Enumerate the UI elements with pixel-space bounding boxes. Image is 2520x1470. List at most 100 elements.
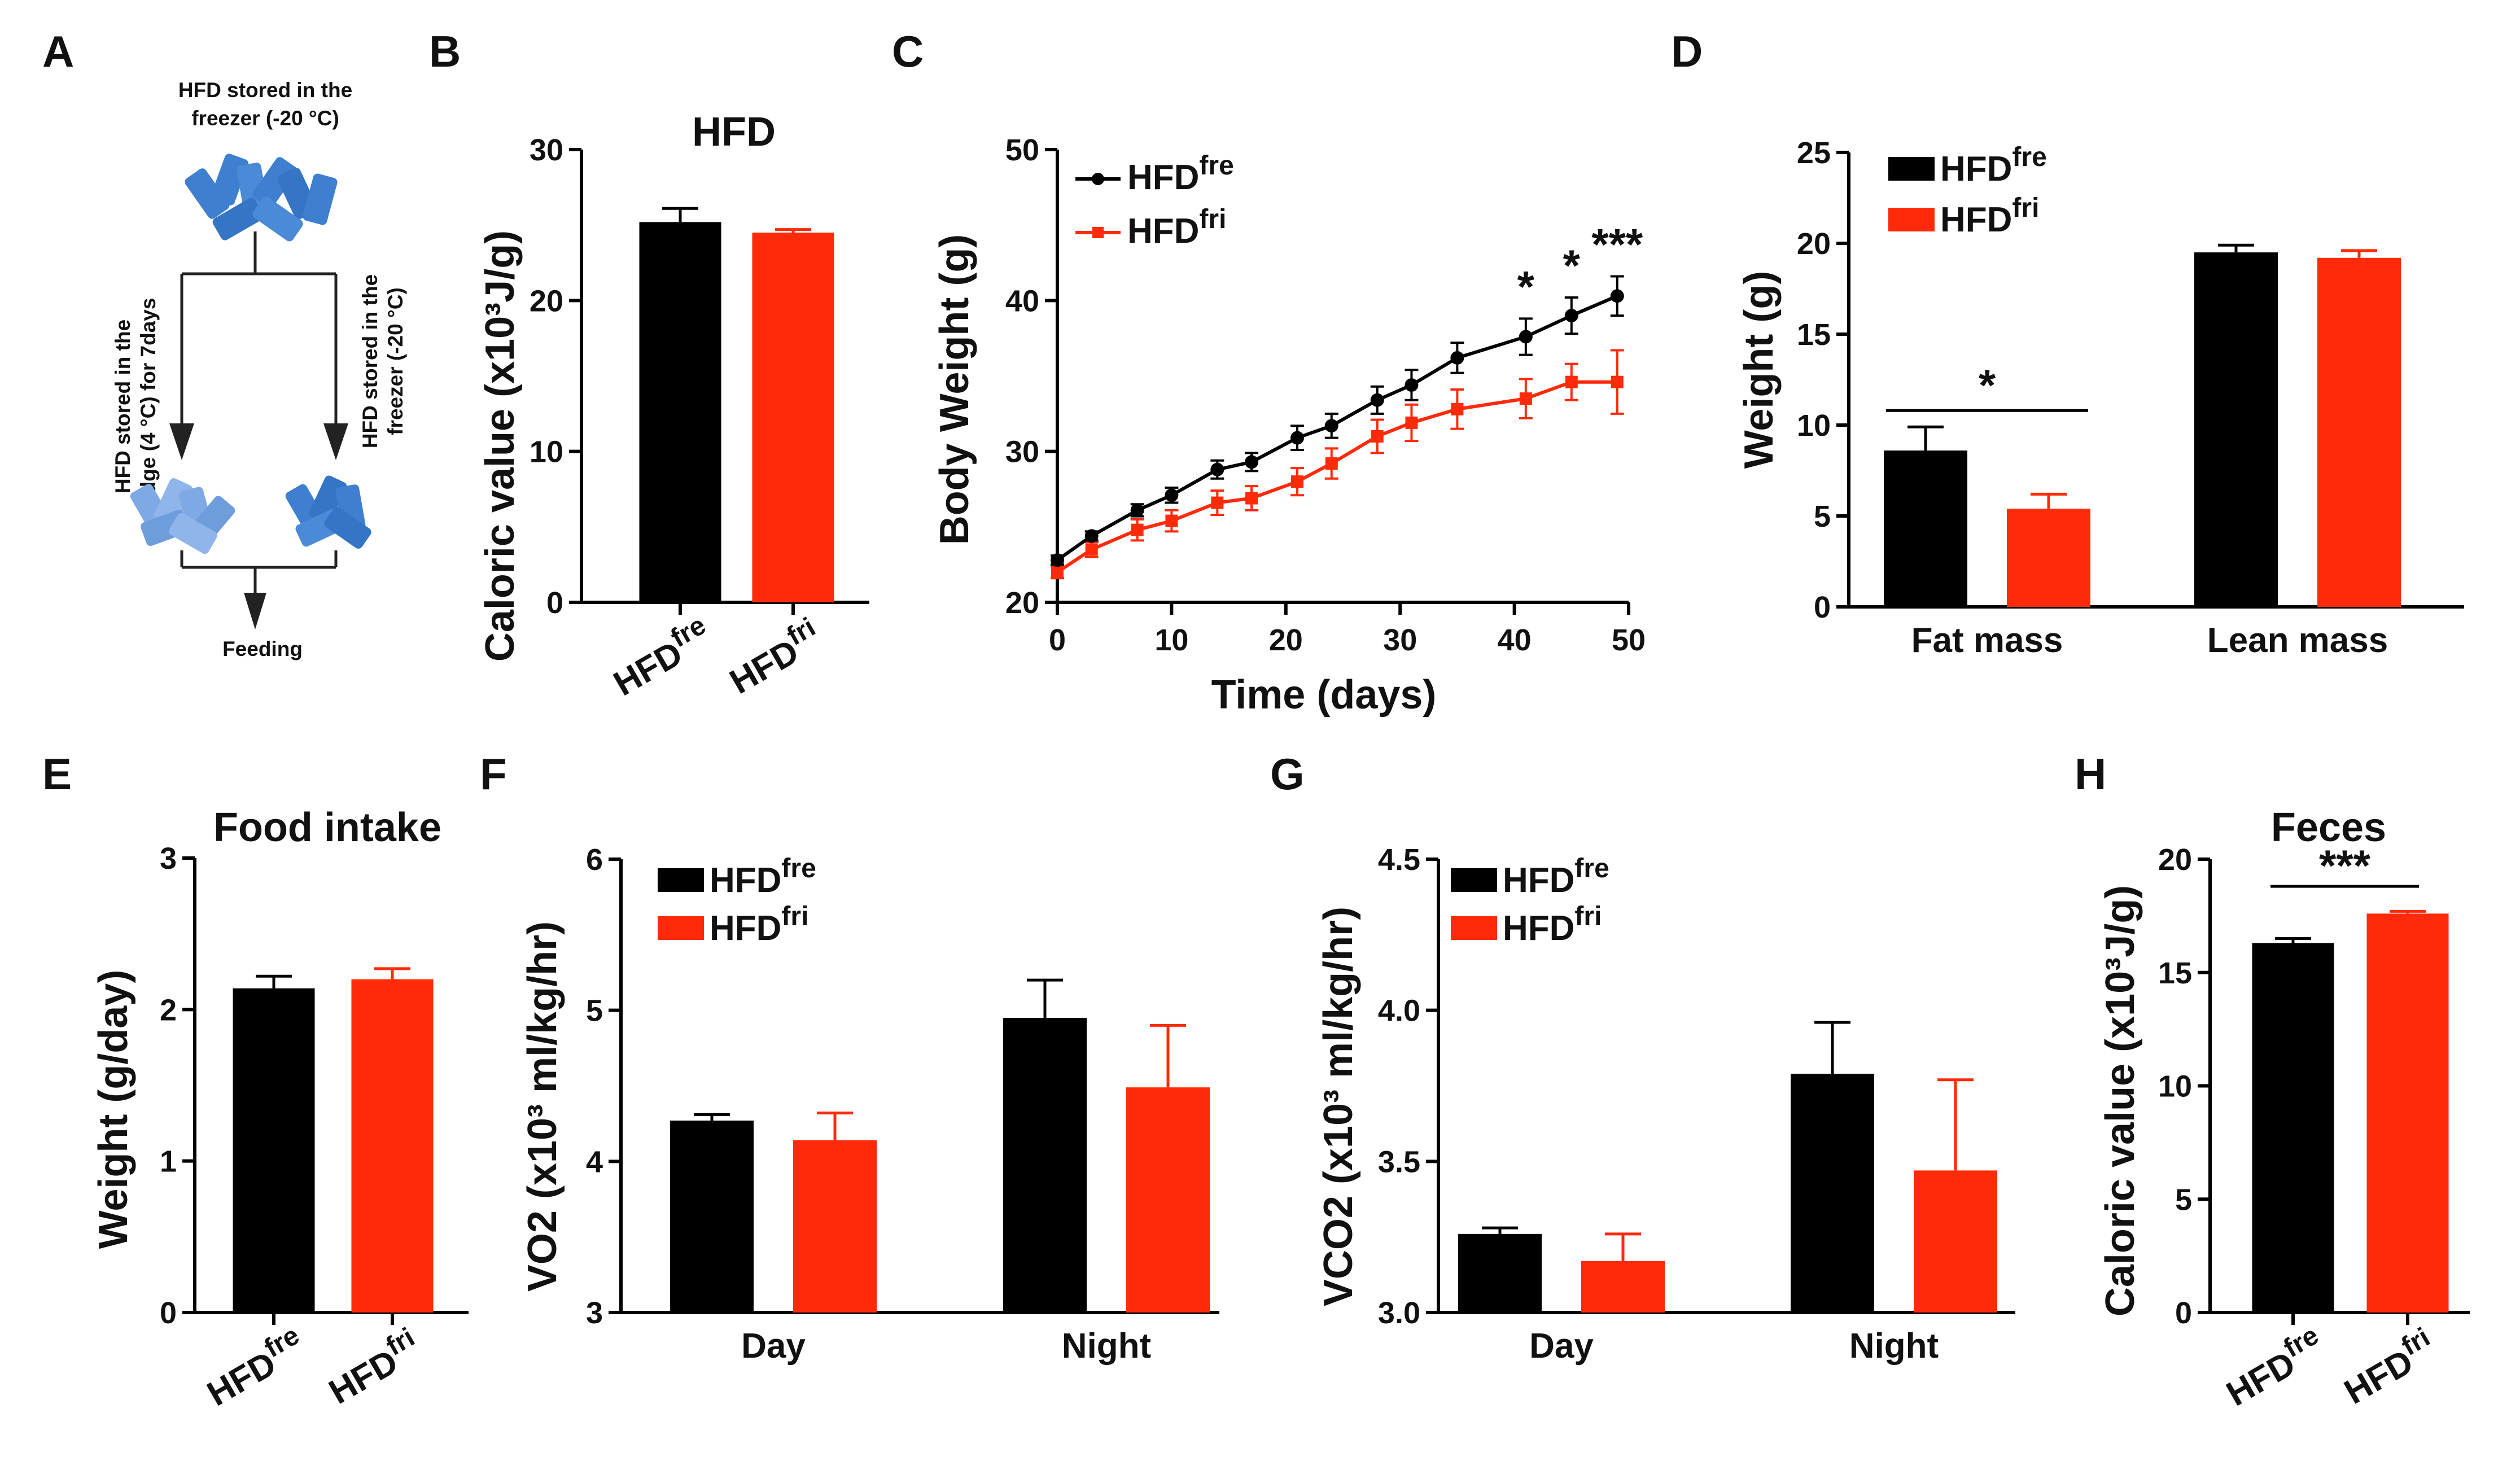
chart-f-ylabel: VO2 (x10³ ml/kg/hr)	[520, 921, 565, 1292]
chart-h-ytick-label-0: 0	[2175, 1296, 2192, 1330]
chart-g-bar-0-0	[1458, 1233, 1542, 1313]
chart-d-ytick-label-0: 0	[1814, 590, 1831, 624]
chart-c-xtick-label-4: 40	[1498, 623, 1532, 657]
chart-f-bar-1-1	[1126, 1087, 1210, 1313]
chart-e-xtick-label-0: HFDfre	[197, 1320, 312, 1414]
chart-d-legend-fre-swatch	[1888, 157, 1935, 181]
chart-c-series-0-point-7	[1324, 419, 1338, 433]
chart-e-bar-0	[233, 988, 315, 1313]
chart-c-series-0-point-0	[1051, 553, 1064, 567]
chart-f-ytick-label-1: 4	[586, 1145, 603, 1179]
panel-letter-f: F	[480, 749, 507, 799]
chart-d-legend-fri-label: HFDfri	[1940, 193, 2039, 239]
panel-letter-b: B	[429, 27, 461, 76]
chart-g-legend-fri-swatch	[1451, 916, 1497, 940]
chart-b-ylabel: Caloric value (x10³J/g)	[478, 230, 523, 662]
chart-c-series-1-point-0	[1051, 566, 1064, 579]
chart-c-series-1-point-5	[1245, 492, 1258, 505]
chart-h-significance-mark: ***	[2319, 841, 2371, 890]
chart-f-bar-0-0	[670, 1121, 754, 1313]
chart-c-legend-fri-label: HFDfri	[1127, 204, 1226, 251]
chart-f-group-label-1: Night	[1062, 1327, 1151, 1366]
schematic-right-label-line1: HFD stored in the	[358, 274, 382, 448]
hfd-pellets-fridge-icon	[130, 478, 235, 554]
panel-letter-a: A	[42, 27, 74, 76]
chart-h-title: Feces	[2271, 805, 2386, 850]
chart-f-ytick-label-0: 3	[586, 1296, 603, 1330]
chart-b-bar-1	[752, 233, 834, 602]
chart-b-xtick-label-1: HFDfri	[720, 612, 829, 702]
panel-letter-g: G	[1270, 749, 1305, 799]
chart-h-xtick-label-1: HFDfri	[2334, 1322, 2443, 1412]
chart-g-ylabel: VCO2 (x10³ ml/kg/hr)	[1316, 907, 1361, 1306]
chart-c-series-0-point-11	[1519, 330, 1533, 344]
chart-f-ytick-label-2: 5	[586, 994, 603, 1028]
chart-h-xtick-label-0: HFDfre	[2216, 1320, 2331, 1414]
chart-g-legend-fre-swatch	[1451, 868, 1497, 892]
chart-e-ylabel: Weight (g/day)	[91, 970, 136, 1249]
chart-c-annotation-2: ***	[1591, 220, 1643, 269]
panel-letter-e: E	[42, 749, 72, 799]
panel-a-schematic: A HFD stored in the freezer (-20 °C)	[42, 27, 407, 660]
chart-c-ylabel: Body Weight (g)	[932, 234, 977, 545]
schematic-feeding-label: Feeding	[222, 637, 303, 660]
chart-g-bar-1-1	[1914, 1170, 1997, 1313]
chart-f-legend-fre-label: HFDfre	[710, 854, 816, 900]
chart-h-ytick-label-1: 5	[2175, 1183, 2192, 1217]
chart-c-series-1-point-9	[1405, 416, 1418, 429]
schematic-top-label-line2: freezer (-20 °C)	[191, 107, 339, 130]
chart-c-ytick-label-0: 20	[1005, 586, 1039, 620]
chart-e-xtick-label-1: HFDfri	[319, 1322, 428, 1412]
chart-g-legend-fri-label: HFDfri	[1503, 902, 1602, 948]
chart-c-ytick-label-1: 30	[1005, 435, 1039, 469]
chart-g-ytick-label-3: 4.5	[1378, 843, 1420, 877]
chart-c-series-0-point-8	[1370, 393, 1384, 407]
chart-c-series-1-point-11	[1519, 392, 1532, 405]
chart-c-series-1-point-6	[1291, 475, 1304, 488]
chart-g-bar-0-1	[1581, 1261, 1665, 1313]
chart-h-ylabel: Caloric value (x10³J/g)	[2098, 885, 2143, 1316]
chart-c-series-0-point-6	[1290, 431, 1305, 445]
hfd-pellets-freezer-icon	[285, 475, 371, 549]
chart-f-legend-fri-swatch	[658, 916, 704, 940]
schematic-left-label-line1: HFD stored in the	[111, 320, 134, 493]
chart-e-ytick-label-2: 2	[160, 993, 177, 1027]
chart-c-series-0-point-4	[1210, 462, 1224, 476]
chart-g-group-label-0: Day	[1529, 1327, 1594, 1366]
chart-d-significance-mark: *	[1979, 360, 1996, 410]
chart-c-series-0-point-9	[1405, 378, 1419, 392]
chart-f-group-label-0: Day	[741, 1327, 806, 1366]
chart-b-ytick-label-1: 10	[530, 435, 563, 469]
chart-d-legend-fri-swatch	[1888, 208, 1935, 231]
panel-letter-h: H	[2075, 749, 2106, 799]
chart-e-ytick-label-0: 0	[160, 1296, 177, 1330]
chart-c-series-1-point-13	[1611, 375, 1624, 388]
schematic-arrows	[169, 231, 348, 629]
chart-g-ytick-label-1: 3.5	[1378, 1145, 1420, 1179]
chart-c-series-0-point-2	[1130, 503, 1144, 517]
chart-b-bar-0	[639, 222, 721, 602]
panel-letter-c: C	[892, 27, 924, 76]
chart-c-legend-fre-label: HFDfre	[1127, 151, 1234, 197]
chart-c-ytick-label-3: 50	[1005, 133, 1039, 167]
chart-g-group-label-1: Night	[1849, 1327, 1939, 1366]
schematic-right-label-line2: freezer (-20 °C)	[384, 287, 407, 435]
chart-c-series-1-point-7	[1325, 457, 1338, 470]
chart-c-xtick-label-1: 10	[1154, 623, 1188, 657]
chart-d-group-label-0: Fat mass	[1911, 621, 2063, 660]
chart-h-ytick-label-4: 20	[2158, 843, 2192, 877]
chart-c-xtick-label-2: 20	[1269, 623, 1303, 657]
chart-b-ytick-label-3: 30	[530, 133, 563, 167]
chart-c-xtick-label-3: 30	[1383, 623, 1417, 657]
chart-d-bar-1-1	[2317, 257, 2401, 607]
chart-c-series-1-point-10	[1451, 403, 1464, 415]
chart-b-ytick-label-0: 0	[546, 586, 563, 620]
chart-c-series-0-point-1	[1084, 529, 1099, 543]
chart-c-series-1-line	[1056, 380, 1617, 574]
panel-letter-d: D	[1671, 27, 1703, 76]
chart-e-ytick-label-3: 3	[160, 842, 177, 876]
chart-c-series-0-point-13	[1610, 289, 1624, 303]
chart-d-bar-1-0	[2194, 252, 2278, 607]
